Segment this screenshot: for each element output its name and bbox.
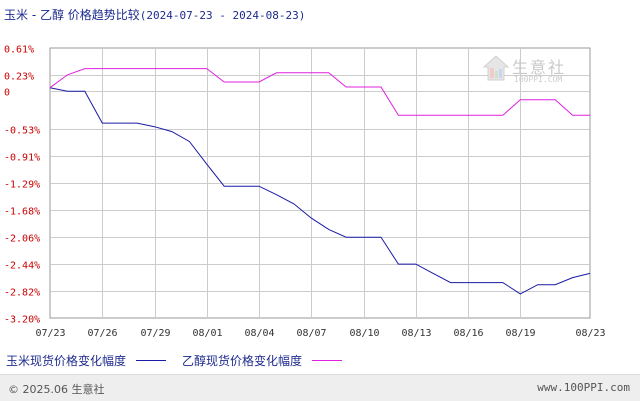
- x-tick-label: 07/26: [87, 328, 117, 339]
- x-tick-label: 08/23: [575, 328, 605, 339]
- y-tick-label: -2.44%: [4, 261, 40, 272]
- y-tick-label: 0: [4, 88, 10, 99]
- chart-title-main: 玉米 - 乙醇 价格趋势比较: [4, 8, 140, 22]
- legend-label-corn: 玉米现货价格变化幅度: [6, 354, 127, 368]
- x-tick-label: 07/23: [35, 328, 65, 339]
- legend-label-ethanol: 乙醇现货价格变化幅度: [182, 354, 303, 368]
- y-tick-label: -0.91%: [4, 153, 40, 164]
- x-tick-label: 08/01: [192, 328, 222, 339]
- watermark-house-icon: [482, 55, 510, 81]
- watermark: 生意社 100PPI.COM: [482, 52, 578, 92]
- x-tick-label: 08/13: [401, 328, 431, 339]
- chart-legend: 玉米现货价格变化幅度 乙醇现货价格变化幅度: [6, 352, 358, 369]
- footer-copyright: © 2025.06 生意社: [8, 383, 105, 396]
- y-tick-label: 0.61%: [4, 45, 34, 56]
- footer-bar: © 2025.06 生意社 www.100PPI.com: [0, 374, 640, 401]
- series-line-corn: [49, 87, 591, 295]
- footer-link[interactable]: www.100PPI.com: [537, 381, 630, 394]
- y-tick-label: -1.68%: [4, 207, 40, 218]
- y-tick-label: -2.06%: [4, 234, 40, 245]
- watermark-url: 100PPI.COM: [514, 75, 563, 84]
- x-tick-label: 08/16: [453, 328, 483, 339]
- y-tick-label: -1.29%: [4, 180, 40, 191]
- x-tick-label: 08/07: [296, 328, 326, 339]
- series-line-ethanol: [49, 68, 590, 116]
- x-tick-label: 08/19: [505, 328, 535, 339]
- y-tick-label: 0.23%: [4, 72, 34, 83]
- legend-swatch-ethanol: [312, 360, 343, 361]
- chart-title: 玉米 - 乙醇 价格趋势比较(2024-07-23 - 2024-08-23): [4, 6, 305, 23]
- watermark-name: 生意社: [512, 58, 567, 77]
- x-tick-label: 07/29: [140, 328, 170, 339]
- legend-swatch-corn: [136, 360, 167, 361]
- y-tick-label: -0.53%: [4, 126, 40, 137]
- x-tick-label: 08/04: [244, 328, 274, 339]
- y-tick-label: -2.82%: [4, 288, 40, 299]
- chart-title-range: (2024-07-23 - 2024-08-23): [139, 9, 306, 22]
- x-tick-label: 08/10: [349, 328, 379, 339]
- y-tick-label: -3.20%: [4, 315, 40, 326]
